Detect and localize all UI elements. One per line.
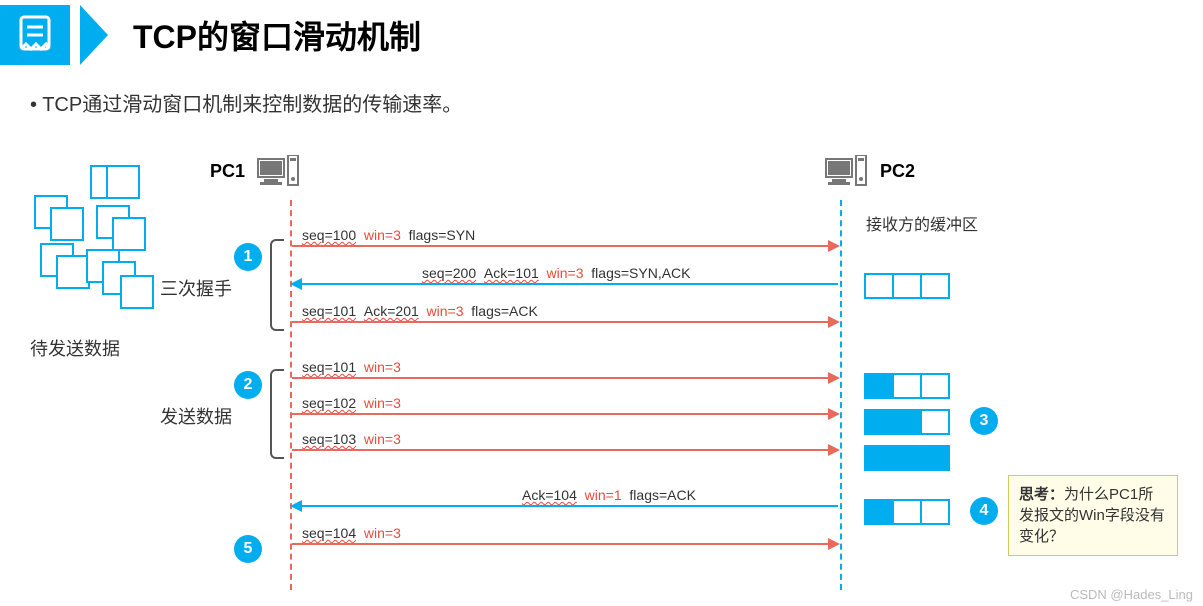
watermark: CSDN @Hades_Ling <box>1070 587 1193 602</box>
buffer-row-5 <box>866 499 950 525</box>
step-badge-3: 3 <box>970 407 998 435</box>
msg-1: seq=100 win=3 flags=SYN <box>292 245 838 261</box>
msg-5: seq=102 win=3 <box>292 413 838 429</box>
header-arrow-icon <box>80 5 108 65</box>
pc1-label: PC1 <box>210 161 245 182</box>
buffer-row-4 <box>866 445 950 471</box>
slide-title: TCP的窗口滑动机制 <box>133 12 421 58</box>
pc2-label: PC2 <box>880 161 915 182</box>
pending-data-stack <box>30 165 150 315</box>
header-icon <box>0 5 70 65</box>
pending-data-label: 待发送数据 <box>30 335 120 361</box>
pc2-lifeline <box>840 200 842 590</box>
buffer-row-3 <box>866 409 950 435</box>
slide-header: TCP的窗口滑动机制 <box>0 0 1203 70</box>
buffer-row-1 <box>866 273 950 299</box>
msg-7: Ack=104 win=1 flags=ACK <box>292 505 838 521</box>
msg-2: seq=200 Ack=101 win=3 flags=SYN,ACK <box>292 283 838 299</box>
step-badge-2: 2 <box>234 371 262 399</box>
msg-4: seq=101 win=3 <box>292 377 838 393</box>
sequence-diagram: 待发送数据 PC1 PC2 接收方的缓冲区 1 三次握手 seq=100 win… <box>30 155 1180 595</box>
bullet-text: TCP通过滑动窗口机制来控制数据的传输速率。 <box>30 88 1203 117</box>
msg-6: seq=103 win=3 <box>292 449 838 465</box>
buffer-row-2 <box>866 373 950 399</box>
step-badge-1: 1 <box>234 243 262 271</box>
phase2-label: 发送数据 <box>160 403 232 429</box>
think-note: 思考：为什么PC1所发报文的Win字段没有变化？ <box>1008 475 1178 556</box>
buffer-label: 接收方的缓冲区 <box>866 211 978 235</box>
step-badge-4: 4 <box>970 497 998 525</box>
phase1-label: 三次握手 <box>160 275 232 301</box>
step-badge-5: 5 <box>234 535 262 563</box>
bracket-send <box>270 369 284 459</box>
msg-8: seq=104 win=3 <box>292 543 838 559</box>
msg-3: seq=101 Ack=201 win=3 flags=ACK <box>292 321 838 337</box>
pc1-icon <box>256 155 300 191</box>
bracket-handshake <box>270 239 284 331</box>
pc2-icon <box>824 155 868 191</box>
